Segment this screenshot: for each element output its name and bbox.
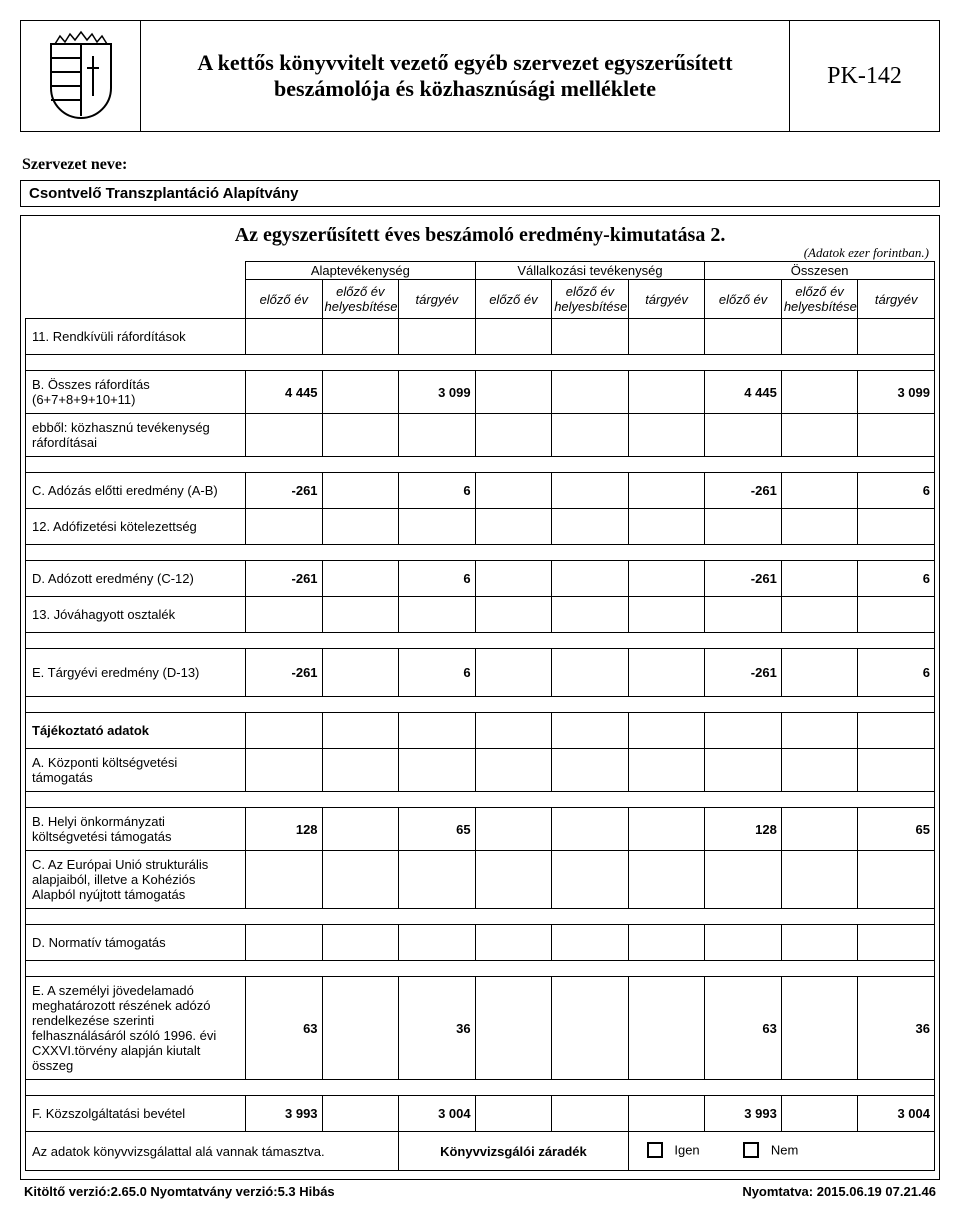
col-v-targy: tárgyév — [628, 280, 705, 319]
row-13-label: 13. Jóváhagyott osztalék — [26, 597, 246, 633]
row-te-label: E. A személyi jövedelamadó meghatározott… — [26, 977, 246, 1080]
row-c-label: C. Adózás előtti eredmény (A-B) — [26, 473, 246, 509]
row-11: 11. Rendkívüli ráfordítások — [26, 319, 935, 355]
unit-note: (Adatok ezer forintban.) — [25, 245, 935, 261]
row-b-a1: 4 445 — [246, 371, 323, 414]
audit-no: Nem — [771, 1142, 798, 1157]
org-label: Szervezet neve: — [22, 156, 940, 174]
row-c-a3: 6 — [399, 473, 476, 509]
audit-label: Könyvvizsgálói záradék — [399, 1132, 629, 1171]
audit-yes: Igen — [674, 1142, 699, 1157]
page: A kettős könyvvitelt vezető egyéb szerve… — [0, 0, 960, 1209]
row-te-a1: 63 — [246, 977, 323, 1080]
header: A kettős könyvvitelt vezető egyéb szerve… — [20, 20, 940, 132]
row-d-o3: 6 — [858, 561, 935, 597]
row-e-a1: -261 — [246, 649, 323, 697]
col-o-elozo-h: előző év helyesbítése — [781, 280, 858, 319]
row-c: C. Adózás előtti eredmény (A-B) -261 6 -… — [26, 473, 935, 509]
row-12-label: 12. Adófizetési kötelezettség — [26, 509, 246, 545]
row-11-label: 11. Rendkívüli ráfordítások — [26, 319, 246, 355]
row-tc: C. Az Európai Unió strukturális alapjaib… — [26, 851, 935, 909]
footer-right: Nyomtatva: 2015.06.19 07.21.46 — [742, 1184, 936, 1199]
row-e-label: E. Tárgyévi eredmény (D-13) — [26, 649, 246, 697]
row-te-o1: 63 — [705, 977, 782, 1080]
col-group-alap: Alaptevékenység — [246, 262, 476, 280]
row-tb-o1: 128 — [705, 808, 782, 851]
row-tf-a1: 3 993 — [246, 1096, 323, 1132]
row-te: E. A személyi jövedelamadó meghatározott… — [26, 977, 935, 1080]
row-tb-o3: 65 — [858, 808, 935, 851]
row-13: 13. Jóváhagyott osztalék — [26, 597, 935, 633]
audit-text: Az adatok könyvvizsgálattal alá vannak t… — [26, 1132, 399, 1171]
row-te-o3: 36 — [858, 977, 935, 1080]
header-title: A kettős könyvvitelt vezető egyéb szerve… — [157, 50, 773, 103]
row-td-label: D. Normatív támogatás — [26, 925, 246, 961]
row-tf-label: F. Közszolgáltatási bevétel — [26, 1096, 246, 1132]
row-b-label: B. Összes ráfordítás (6+7+8+9+10+11) — [26, 371, 246, 414]
col-o-elozo: előző év — [705, 280, 782, 319]
row-c-o1: -261 — [705, 473, 782, 509]
col-a-elozo: előző év — [246, 280, 323, 319]
income-table: Alaptevékenység Vállalkozási tevékenység… — [25, 261, 935, 1171]
row-tf-o1: 3 993 — [705, 1096, 782, 1132]
row-e-o1: -261 — [705, 649, 782, 697]
row-b-a3: 3 099 — [399, 371, 476, 414]
row-tf: F. Közszolgáltatási bevétel 3 993 3 004 … — [26, 1096, 935, 1132]
col-group-ossz: Összesen — [705, 262, 935, 280]
row-taj-label: Tájékoztató adatok — [26, 713, 246, 749]
row-b-o3: 3 099 — [858, 371, 935, 414]
row-d-o1: -261 — [705, 561, 782, 597]
row-c-a1: -261 — [246, 473, 323, 509]
row-ta-label: A. Központi költségvetési támogatás — [26, 749, 246, 792]
row-b-o1: 4 445 — [705, 371, 782, 414]
row-e-o3: 6 — [858, 649, 935, 697]
row-tf-a3: 3 004 — [399, 1096, 476, 1132]
footer: Kitöltő verzió:2.65.0 Nyomtatvány verzió… — [20, 1180, 940, 1199]
coat-of-arms-box — [21, 21, 141, 131]
row-e-a3: 6 — [399, 649, 476, 697]
row-tb-a1: 128 — [246, 808, 323, 851]
org-name: Csontvelő Transzplantáció Alapítvány — [20, 180, 940, 207]
row-e: E. Tárgyévi eredmény (D-13) -261 6 -261 … — [26, 649, 935, 697]
row-tb-label: B. Helyi önkormányzati költségvetési tám… — [26, 808, 246, 851]
row-tc-label: C. Az Európai Unió strukturális alapjaib… — [26, 851, 246, 909]
checkbox-yes[interactable] — [647, 1142, 663, 1158]
row-12: 12. Adófizetési kötelezettség — [26, 509, 935, 545]
audit-row: Az adatok könyvvizsgálattal alá vannak t… — [26, 1132, 935, 1171]
row-d-label: D. Adózott eredmény (C-12) — [26, 561, 246, 597]
col-a-elozo-h: előző év helyesbítése — [322, 280, 399, 319]
row-te-a3: 36 — [399, 977, 476, 1080]
col-group-vall: Vállalkozási tevékenység — [475, 262, 705, 280]
col-v-elozo: előző év — [475, 280, 552, 319]
section: Az egyszerűsített éves beszámoló eredmén… — [20, 215, 940, 1180]
col-o-targy: tárgyév — [858, 280, 935, 319]
row-tf-o3: 3 004 — [858, 1096, 935, 1132]
col-a-targy: tárgyév — [399, 280, 476, 319]
row-c-o3: 6 — [858, 473, 935, 509]
row-tb: B. Helyi önkormányzati költségvetési tám… — [26, 808, 935, 851]
col-v-elozo-h: előző év helyesbítése — [552, 280, 629, 319]
row-tb-a3: 65 — [399, 808, 476, 851]
row-d-a1: -261 — [246, 561, 323, 597]
header-title-box: A kettős könyvvitelt vezető egyéb szerve… — [141, 21, 789, 131]
row-taj: Tájékoztató adatok — [26, 713, 935, 749]
row-ebbol-label: ebből: közhasznú tevékenység ráfordítása… — [26, 414, 246, 457]
row-ebbol: ebből: közhasznú tevékenység ráfordítása… — [26, 414, 935, 457]
row-b: B. Összes ráfordítás (6+7+8+9+10+11) 4 4… — [26, 371, 935, 414]
footer-left: Kitöltő verzió:2.65.0 Nyomtatvány verzió… — [24, 1184, 335, 1199]
row-ta: A. Központi költségvetési támogatás — [26, 749, 935, 792]
row-td: D. Normatív támogatás — [26, 925, 935, 961]
row-d-a3: 6 — [399, 561, 476, 597]
form-code: PK-142 — [789, 21, 939, 131]
row-d: D. Adózott eredmény (C-12) -261 6 -261 6 — [26, 561, 935, 597]
checkbox-no[interactable] — [743, 1142, 759, 1158]
coat-of-arms-icon — [45, 28, 117, 124]
